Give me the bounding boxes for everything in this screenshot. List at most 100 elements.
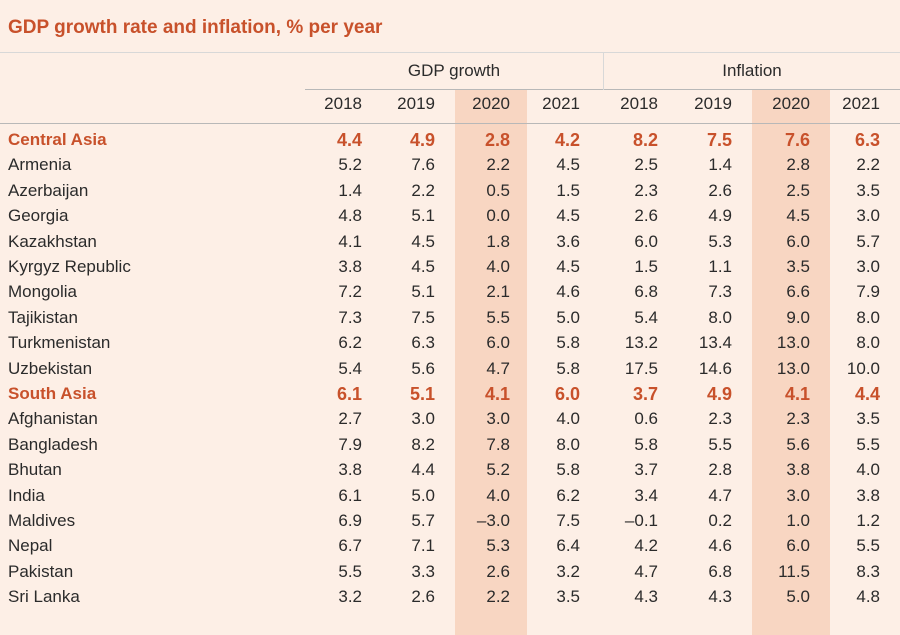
inflation-value: 13.0 (776, 333, 810, 353)
gdp-growth-value: 3.8 (338, 257, 362, 276)
gdp-growth-value: 4.4 (411, 460, 435, 480)
gdp-growth-value: 5.1 (409, 384, 435, 404)
table-row: India 6.1 5.0 4.0 6.2 3.4 4.7 3.0 3.8 (0, 483, 900, 508)
gdp-growth-value: 6.9 (338, 511, 362, 530)
gdp-growth-value: 4.7 (486, 358, 510, 378)
inflation-value: 4.7 (634, 561, 658, 581)
inflation-value: 3.5 (856, 409, 880, 429)
inflation-value: 7.6 (784, 130, 810, 150)
year-header: 2020 (772, 94, 810, 113)
country-name: Azerbaijan (8, 180, 89, 200)
gdp-growth-value: 3.5 (556, 587, 580, 607)
gdp-growth-value: 5.8 (556, 460, 580, 480)
region-row: Central Asia 4.4 4.9 2.8 4.2 8.2 7.5 7.6 6.3 (0, 127, 900, 152)
inflation-value: 1.4 (708, 155, 732, 175)
country-name: Georgia (8, 206, 69, 226)
inflation-value: 5.6 (786, 434, 810, 454)
gdp-growth-value: 5.2 (338, 155, 362, 175)
country-name: Pakistan (8, 561, 74, 581)
inflation-value: –0.1 (624, 511, 658, 530)
gdp-growth-value: 2.2 (486, 587, 510, 607)
inflation-value: 2.5 (786, 180, 810, 200)
gdp-growth-value: 4.1 (484, 384, 510, 404)
gdp-growth-value: 4.5 (411, 231, 435, 251)
gdp-growth-value: 5.1 (411, 282, 435, 302)
gdp-growth-value: 4.0 (486, 257, 510, 276)
inflation-value: 8.0 (856, 333, 880, 353)
gdp-growth-value: 6.0 (554, 384, 580, 404)
gdp-growth-value: 4.0 (486, 485, 510, 505)
year-header: 2020 (472, 94, 510, 113)
inflation-value: 17.5 (624, 358, 658, 378)
inflation-value: 6.0 (634, 231, 658, 251)
inflation-value: 6.6 (786, 282, 810, 302)
inflation-value: 3.8 (786, 460, 810, 480)
inflation-value: 2.2 (856, 155, 880, 175)
gdp-growth-value: 2.1 (486, 282, 510, 302)
country-name: Sri Lanka (8, 587, 80, 607)
inflation-value: 1.5 (634, 257, 658, 276)
gdp-growth-value: 6.4 (556, 536, 580, 556)
table-row: Afghanistan 2.7 3.0 3.0 4.0 0.6 2.3 2.3 3.5 (0, 406, 900, 431)
region-name: Central Asia (8, 130, 107, 149)
gdp-growth-value: 4.6 (556, 282, 580, 302)
inflation-value: 3.0 (856, 206, 880, 226)
table-row: Tajikistan 7.3 7.5 5.5 5.0 5.4 8.0 9.0 8.0 (0, 305, 900, 330)
top-rule (0, 52, 900, 53)
gdp-growth-value: 8.0 (556, 434, 580, 454)
year-header: 2021 (842, 94, 880, 113)
inflation-value: 8.3 (856, 561, 880, 581)
year-header: 2018 (324, 94, 362, 113)
country-name: Tajikistan (8, 307, 78, 327)
inflation-value: 4.5 (786, 206, 810, 226)
highlight-column-inflation-2020 (752, 90, 830, 635)
gdp-growth-value: 2.2 (486, 155, 510, 175)
country-name: Mongolia (8, 282, 77, 302)
inflation-value: 4.2 (634, 536, 658, 556)
inflation-value: 4.6 (708, 536, 732, 556)
table-row: Uzbekistan 5.4 5.6 4.7 5.8 17.5 14.6 13.0 10.0 (0, 356, 900, 381)
gdp-growth-value: 3.2 (556, 561, 580, 581)
inflation-value: 4.8 (856, 587, 880, 607)
inflation-value: 4.9 (708, 206, 732, 226)
inflation-value: 3.4 (634, 485, 658, 505)
gdp-growth-value: 6.3 (411, 333, 435, 353)
country-name: Afghanistan (8, 409, 98, 429)
gdp-growth-value: 5.0 (411, 485, 435, 505)
inflation-value: 6.8 (634, 282, 658, 302)
gdp-growth-value: 4.8 (338, 206, 362, 226)
gdp-growth-value: 2.8 (484, 130, 510, 150)
inflation-value: 8.2 (632, 130, 658, 150)
inflation-value: 3.7 (634, 460, 658, 480)
gdp-growth-value: 7.5 (556, 511, 580, 530)
gdp-growth-value: 5.8 (556, 333, 580, 353)
group-rule-gdp-growth (305, 89, 603, 90)
inflation-value: 13.0 (776, 358, 810, 378)
gdp-growth-value: 6.2 (338, 333, 362, 353)
inflation-value: 8.0 (708, 307, 732, 327)
gdp-growth-value: 1.5 (556, 180, 580, 200)
country-name: Uzbekistan (8, 358, 93, 378)
table-row: Armenia 5.2 7.6 2.2 4.5 2.5 1.4 2.8 2.2 (0, 152, 900, 177)
table-row: Bangladesh 7.9 8.2 7.8 8.0 5.8 5.5 5.6 5.5 (0, 432, 900, 457)
gdp-growth-value: 7.2 (338, 282, 362, 302)
inflation-value: 6.0 (786, 231, 810, 251)
gdp-growth-value: 3.3 (411, 561, 435, 581)
gdp-growth-value: 7.9 (338, 434, 362, 454)
inflation-value: 7.5 (706, 130, 732, 150)
table-row: Azerbaijan 1.4 2.2 0.5 1.5 2.3 2.6 2.5 3.5 (0, 178, 900, 203)
country-name: Armenia (8, 155, 72, 175)
inflation-value: 3.0 (856, 257, 880, 276)
inflation-value: 5.3 (708, 231, 732, 251)
inflation-value: 7.9 (856, 282, 880, 302)
gdp-growth-value: 4.5 (556, 206, 580, 226)
gdp-growth-value: 4.4 (336, 130, 362, 150)
country-name: Bangladesh (8, 434, 98, 454)
region-row: South Asia 6.1 5.1 4.1 6.0 3.7 4.9 4.1 4.4 (0, 381, 900, 406)
inflation-value: 5.5 (708, 434, 732, 454)
gdp-growth-value: 3.0 (486, 409, 510, 429)
gdp-growth-value: 3.8 (338, 460, 362, 480)
gdp-growth-value: 6.7 (338, 536, 362, 556)
inflation-value: 1.1 (708, 257, 732, 276)
inflation-value: 4.3 (634, 587, 658, 607)
